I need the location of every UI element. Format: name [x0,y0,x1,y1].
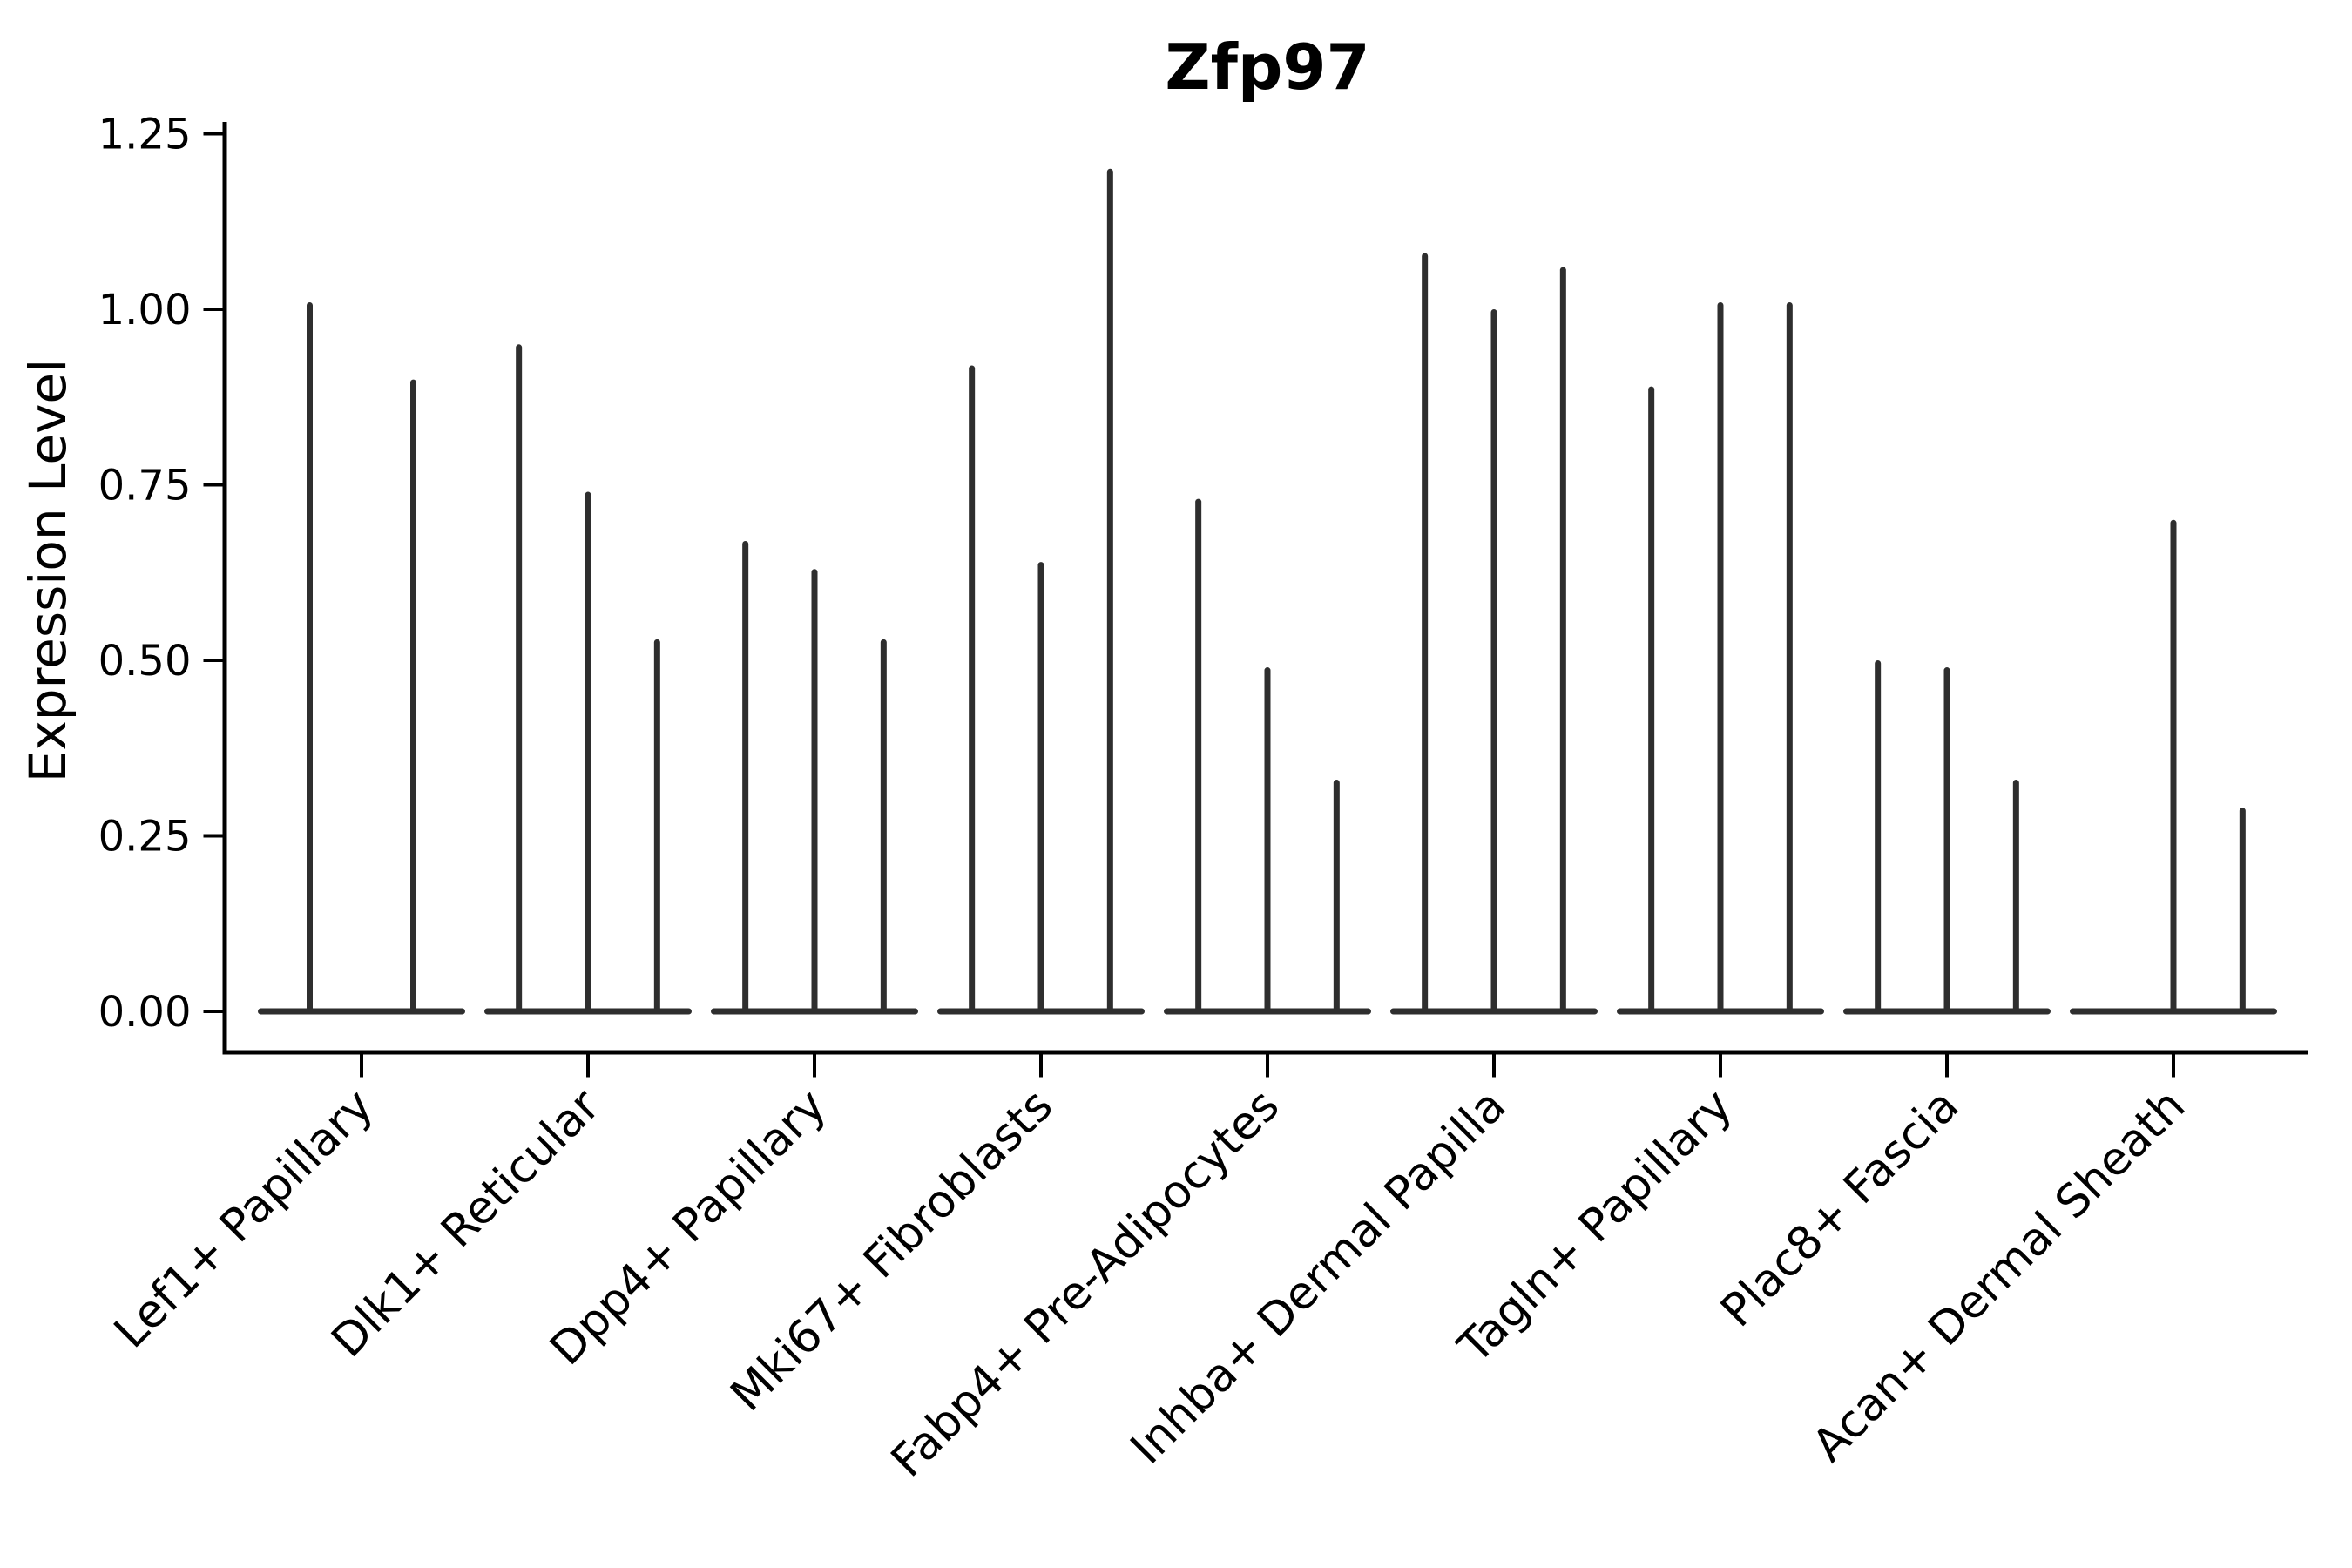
violin-spike [1422,253,1429,1015]
y-tick-label: 0.25 [98,813,192,862]
y-tick-label: 0.75 [98,462,192,510]
violin-spike [742,540,749,1015]
x-tick-label: Acan+ Dermal Sheath [1803,1079,2196,1472]
x-axis-spine [222,1050,2308,1055]
violin-spike [1490,309,1497,1015]
x-tick-mark [1266,1054,1269,1078]
y-tick-label: 1.25 [98,111,192,159]
x-tick-mark [1719,1054,1722,1078]
y-tick-mark [203,1010,223,1013]
violin-spike [410,379,416,1015]
y-tick-label: 0.50 [98,637,192,686]
violin-spike [585,491,591,1015]
x-tick-mark [813,1054,816,1078]
x-tick-label: Inhba+ Dermal Papilla [1121,1079,1516,1474]
y-axis-spine [222,122,227,1052]
x-tick-mark [586,1054,590,1078]
violin-spike [1195,498,1202,1015]
y-axis-label: Expression Level [18,359,78,782]
y-tick-label: 1.00 [98,286,192,335]
violin-spike [1717,301,1724,1015]
violin-spike [1333,780,1340,1015]
y-tick-mark [203,132,223,136]
y-tick-mark [203,659,223,662]
violin-spike [2012,780,2019,1015]
x-tick-mark [360,1054,363,1078]
chart-title: Zfp97 [1165,30,1369,104]
y-tick-mark [203,834,223,838]
violin-spike [880,639,887,1015]
violin-spike [1037,562,1044,1015]
x-tick-mark [1492,1054,1496,1078]
violin-spike [307,301,313,1015]
violin-spike [969,365,976,1015]
violin-base [258,1008,465,1015]
violin-spike [2239,808,2246,1015]
violin-spike [516,344,523,1015]
violin-spike [1943,667,1950,1015]
violin-spike [811,569,818,1015]
y-tick-mark [203,308,223,311]
violin-spike [653,639,660,1015]
x-tick-label: Plac8+ Fascia [1711,1079,1969,1337]
y-tick-label: 0.00 [98,988,192,1037]
x-tick-label: Fabp4+ Pre-Adipocytes [882,1079,1289,1487]
violin-spike [1264,667,1271,1015]
violin-spike [1875,660,1882,1015]
x-tick-mark [2172,1054,2175,1078]
violin-spike [2170,519,2177,1015]
x-tick-mark [1945,1054,1949,1078]
y-tick-mark [203,483,223,487]
violin-spike [1786,301,1793,1015]
violin-spike [1106,168,1113,1015]
violin-spike [1648,386,1655,1015]
x-tick-mark [1039,1054,1043,1078]
violin-spike [1559,267,1566,1015]
